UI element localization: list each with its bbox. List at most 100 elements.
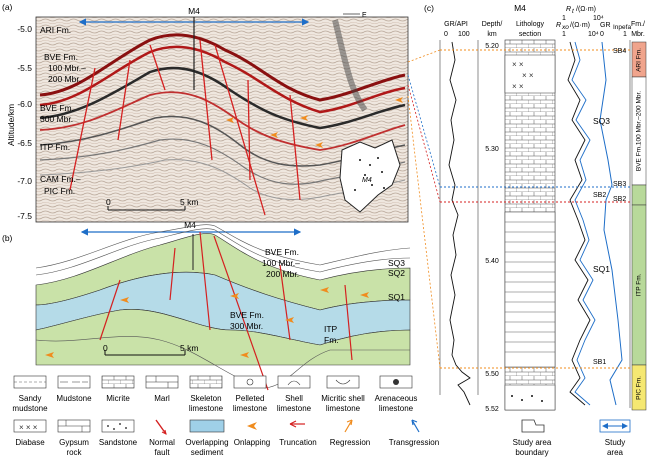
legend-label: Overlapping — [185, 438, 228, 447]
formation-label: PIC Fm. — [44, 186, 75, 196]
formation-label: 100 Mbr.– — [262, 258, 300, 268]
depth-tick: 5.30 — [485, 146, 499, 153]
rt-log — [567, 41, 591, 406]
legend-label: mudstone — [12, 404, 48, 413]
legend-label: boundary — [515, 448, 548, 457]
header-inpefa-max: 1 — [623, 31, 627, 38]
scale-end-b: 5 km — [180, 343, 198, 353]
legend-label: Micritic shell — [321, 394, 365, 403]
boundary-label: SB1 — [593, 359, 606, 366]
formation-label: ITP Fm. — [636, 273, 643, 296]
onlap-arrows-a — [226, 97, 403, 148]
header-gr-min: 0 — [444, 31, 448, 38]
legend-label: Diabase — [15, 438, 45, 447]
y-tick: -5.0 — [17, 24, 32, 34]
legend-label: Onlapping — [234, 438, 270, 447]
panel-a: (a) Altitude/km -5.0 -5.5 -6.0 -6.5 -7.0… — [2, 2, 409, 223]
legend-label: Shell — [285, 394, 303, 403]
faults-a — [69, 39, 301, 216]
panel-b-texts: BVE Fm. 100 Mbr.– 200 Mbr. BVE Fm. 300 M… — [230, 247, 405, 345]
layer-green-lower — [35, 309, 411, 366]
legend-label: Study — [605, 438, 625, 447]
header-rxo-unit: /(Ω·m) — [570, 22, 590, 29]
header-depth: Depth/ — [482, 21, 503, 28]
legend-row-1: Sandy mudstone Mudstone Micrite Marl Ske… — [12, 375, 417, 413]
y-tick: -6.0 — [17, 99, 32, 109]
inpefa-log — [599, 41, 623, 406]
header-rt-unit: /(Ω·m) — [576, 6, 596, 13]
legend-label: Gypsum — [59, 438, 89, 447]
formation-label: ITP — [324, 324, 338, 334]
formation-column: ARI Fm. BVE Fm.100 Mbr.–200 Mbr. ITP Fm.… — [631, 41, 647, 411]
onlap-arrows-b — [45, 287, 369, 358]
study-area-map — [339, 139, 401, 213]
legend-label: Truncation — [279, 438, 317, 447]
boundary-label: SB2 — [613, 196, 626, 203]
diabase-symbols: × × × × × × — [512, 60, 534, 91]
panel-b-label: (b) — [2, 233, 13, 243]
formation-label: ARI Fm. — [636, 48, 643, 72]
sequence-label: SQ3 — [593, 116, 610, 126]
panel-c-label: (c) — [424, 3, 434, 13]
faults-b — [99, 231, 353, 391]
legend-label: Sandy — [19, 394, 42, 403]
svg-text:× ×: × × — [512, 82, 524, 91]
formation-label: 300 Mbr. — [40, 114, 73, 124]
well-label-c: M4 — [514, 3, 526, 13]
shell-limestone — [505, 221, 555, 353]
header-depth-unit: km — [487, 31, 497, 38]
scale-end-a: 5 km — [180, 197, 198, 207]
depth-tick: 5.52 — [485, 406, 499, 413]
map-wells — [354, 157, 385, 191]
legend-label: Skeleton — [190, 394, 221, 403]
panel-b: (b) M4 BVE Fm. 100 Mbr.– 200 Mbr. BVE Fm… — [2, 220, 411, 391]
header-rxo-sub: xo — [561, 24, 569, 31]
header-rt-max: 10⁴ — [593, 15, 604, 22]
legend-label: rock — [66, 448, 82, 457]
y-tick: -6.5 — [17, 138, 32, 148]
sequence-label: SQ1 — [593, 264, 610, 274]
y-tick: -7.0 — [17, 176, 32, 186]
header-inpefa-sub: Inpefa — [613, 24, 631, 31]
scale-start-b: 0 — [103, 343, 108, 353]
panel-c: (c) M4 GR/API 0 100 Depth/ km Lithology … — [407, 3, 647, 413]
formation-label: BVE Fm. — [44, 52, 78, 62]
header-rt-min: 1 — [562, 15, 566, 22]
legend-label: Pelleted — [236, 394, 265, 403]
direction-label: E — [362, 12, 367, 19]
header-rt-sub: t — [572, 8, 575, 15]
correlation-lines — [407, 49, 441, 369]
depth-tick: 5.50 — [485, 371, 499, 378]
formation-label: PIC Fm. — [636, 376, 643, 400]
formation-labels-a: ARI Fm. BVE Fm. 100 Mbr.– 200 Mbr. BVE F… — [40, 25, 86, 196]
header-fm: Fm./ — [631, 21, 645, 28]
y-tick: -7.5 — [17, 211, 32, 221]
y-axis-title: Altitude/km — [6, 104, 16, 146]
svg-text:× ×: × × — [512, 60, 524, 69]
well-label-b: M4 — [184, 220, 196, 230]
sandstone-dots — [511, 395, 543, 402]
map-well-label: M4 — [362, 177, 372, 184]
header-rt: R — [566, 6, 571, 13]
formation-label: BVE Fm. — [40, 103, 74, 113]
header-litho: Lithology — [516, 21, 545, 28]
formation-label: BVE Fm. — [265, 247, 299, 257]
legend-label: Study area — [513, 438, 552, 447]
svg-text:× × ×: × × × — [19, 423, 38, 432]
legend-label: Regression — [330, 438, 370, 447]
y-tick: -5.5 — [17, 63, 32, 73]
panel-a-label: (a) — [2, 2, 13, 12]
formation-label: 200 Mbr. — [266, 269, 299, 279]
depth-tick: 5.20 — [485, 43, 499, 50]
legend-label: Normal — [149, 438, 175, 447]
header-gr-max: 100 — [458, 31, 470, 38]
boundary-label: SB3 — [613, 181, 626, 188]
depth-tick: 5.40 — [485, 258, 499, 265]
header-inpefa-min: 0 — [600, 31, 604, 38]
formation-label: BVE Fm.100 Mbr.–200 Mbr. — [636, 91, 643, 171]
legend-label: limestone — [189, 404, 224, 413]
legend-label: limestone — [326, 404, 361, 413]
depth-ticks: 5.20 5.30 5.40 5.50 5.52 — [485, 43, 499, 413]
legend-label: Mudstone — [56, 394, 92, 403]
legend-label: limestone — [379, 404, 414, 413]
